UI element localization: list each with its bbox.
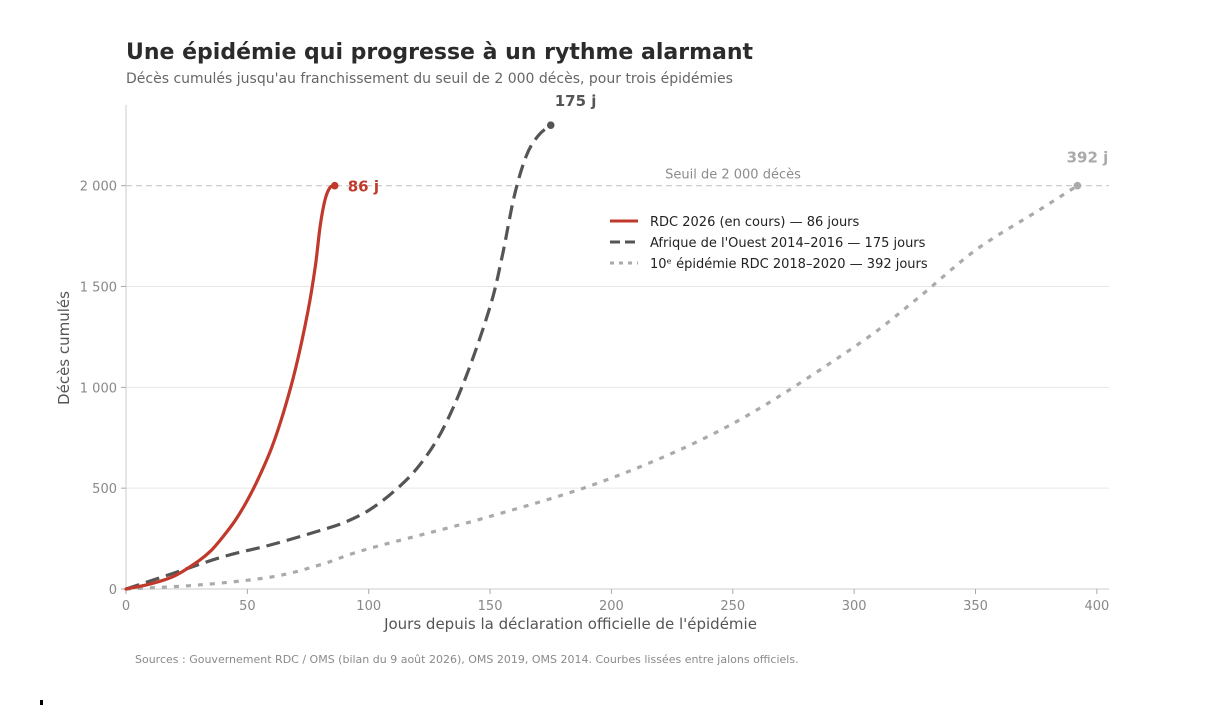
x-axis-title: Jours depuis la déclaration officielle d… [383,615,757,633]
x-tick-label: 0 [122,599,130,614]
x-tick-label: 350 [963,599,988,614]
series-line-afrique-de-l-ouest-2014-2016-1 [125,123,552,591]
y-tick-label: 1 000 [80,381,117,396]
axes-layer: 0 500 1 000 1 500 2 000 0 50 100 150 200 250 300 350… [55,105,1109,633]
y-tick-label: 500 [92,482,117,497]
chart-subtitle: Décès cumulés jusqu'au franchissement du… [126,71,733,87]
series-endpoint-1 [330,181,339,190]
y-tick-label: 1 500 [80,281,117,296]
stray-mark [40,700,43,705]
x-tick-label: 150 [478,599,503,614]
series-layer [124,121,1082,591]
series-endpoint-3 [1073,181,1082,190]
x-tick-label: 50 [239,599,256,614]
x-tick-label: 400 [1084,599,1109,614]
chart-title: Une épidémie qui progresse à un rythme a… [126,40,754,65]
y-tick-label: 0 [109,583,117,598]
series-end-label-3: 392 j [1067,149,1109,167]
chart-legend: RDC 2026 (en cours) — 86 jours Afrique de… [610,215,928,272]
series-line-rdc-2026-en-cours-86-jours [124,184,337,591]
source-note: Sources : Gouvernement RDC / OMS (bilan … [135,653,799,666]
legend-label-1: RDC 2026 (en cours) — 86 jours [650,215,860,230]
x-tick-label: 100 [356,599,381,614]
series-end-label-2: 175 j [555,92,597,110]
y-axis-title: Décès cumulés [55,291,73,405]
series-end-label-1: 86 j [348,178,379,196]
legend-label-2: Afrique de l'Ouest 2014–2016 — 175 jours [650,236,926,251]
x-tick-label: 300 [842,599,867,614]
x-tick-label: 250 [720,599,745,614]
x-tick-label: 200 [599,599,624,614]
series-endpoint-2 [546,121,555,129]
legend-label-3: 10ᵉ épidémie RDC 2018–2020 — 392 jours [650,257,928,272]
threshold-label: Seuil de 2 000 décès [665,168,801,183]
label-layer: Seuil de 2 000 décès 86 j 175 j 392 j [348,92,1109,196]
y-tick-label: 2 000 [80,180,117,195]
